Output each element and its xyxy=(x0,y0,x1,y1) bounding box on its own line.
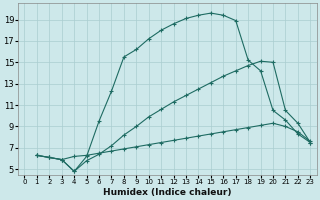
X-axis label: Humidex (Indice chaleur): Humidex (Indice chaleur) xyxy=(103,188,232,197)
